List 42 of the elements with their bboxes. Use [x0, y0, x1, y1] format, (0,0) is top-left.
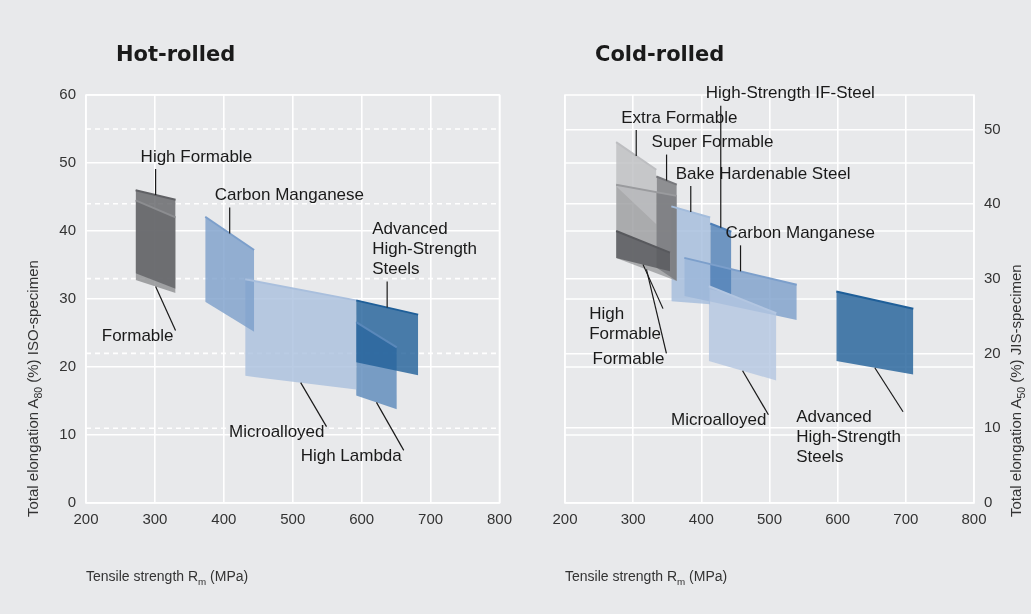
x-tick-label: 200 — [552, 510, 578, 528]
y-tick-label: 20 — [59, 357, 76, 375]
annotation: Microalloyed — [671, 410, 767, 430]
x-tick-label: 800 — [961, 510, 987, 528]
y-tick-label: 60 — [59, 85, 76, 103]
y-tick-label: 30 — [984, 268, 1001, 286]
y-tick-label: 50 — [59, 153, 76, 171]
annotation: High-Strength IF-Steel — [705, 83, 875, 103]
y-tick-label: 10 — [59, 425, 76, 443]
y-tick-label: 40 — [59, 221, 76, 239]
annotation: Formable — [101, 326, 174, 346]
x-tick-label: 600 — [825, 510, 851, 528]
y-tick-label: 0 — [984, 493, 993, 511]
y-tick-label: 20 — [984, 343, 1001, 361]
x-tick-label: 500 — [756, 510, 783, 528]
x-tick-label: 200 — [73, 510, 99, 528]
x-tick-label: 300 — [142, 510, 168, 528]
x-axis-title: Tensile strength R$_{m}$ (MPa) — [86, 568, 249, 587]
y-tick-label: 0 — [67, 493, 76, 511]
x-tick-label: 400 — [688, 510, 714, 528]
x-tick-label: 700 — [418, 510, 444, 528]
y-tick-label: 10 — [984, 418, 1001, 436]
annotation: High Formable — [589, 304, 662, 344]
y-tick-label: 30 — [59, 289, 76, 307]
y-tick-label: 40 — [984, 194, 1001, 212]
annotation: Advanced High-Strength Steels — [372, 219, 478, 279]
x-tick-label: 700 — [893, 510, 919, 528]
chart-title: Hot-rolled — [116, 42, 236, 66]
annotation: High Formable — [140, 146, 253, 166]
x-axis-title: Tensile strength R$_{m}$ (MPa) — [565, 568, 728, 587]
x-tick-label: 800 — [486, 510, 512, 528]
chart-title: Cold-rolled — [595, 42, 725, 66]
x-tick-label: 400 — [211, 510, 237, 528]
annotation: Carbon Manganese — [214, 185, 365, 205]
annotation: High Lambda — [300, 446, 403, 466]
x-tick-label: 600 — [349, 510, 375, 528]
x-tick-label: 300 — [620, 510, 646, 528]
y-tick-label: 50 — [984, 119, 1001, 137]
annotation: Formable — [592, 349, 665, 369]
annotation: Microalloyed — [229, 422, 325, 442]
annotation: Advanced High-Strength Steels — [796, 407, 902, 467]
x-tick-label: 500 — [280, 510, 306, 528]
